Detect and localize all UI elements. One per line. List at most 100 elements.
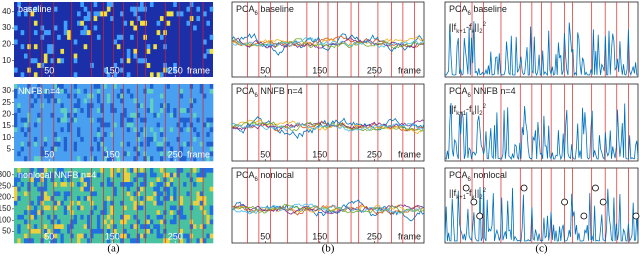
- heatmap-cell: [149, 72, 154, 78]
- heatmap-cell: [199, 88, 204, 94]
- heatmap-cell: [199, 214, 204, 220]
- heatmap-cell: [57, 210, 61, 216]
- heatmap-cell: [80, 210, 84, 216]
- heatmap-cell: [179, 93, 184, 99]
- x-axis-label: frame: [398, 149, 421, 159]
- pca-trace: [231, 199, 425, 222]
- heatmap-cell: [27, 136, 31, 143]
- heatmap-cell: [206, 214, 210, 220]
- heatmap-cell: [113, 72, 118, 78]
- heatmap-cell: [140, 233, 144, 239]
- formula-part: k+1: [456, 111, 467, 117]
- heatmap-cell: [103, 103, 108, 109]
- heatmap-cell: [153, 224, 157, 230]
- heatmap-cell: [80, 219, 84, 225]
- heatmap-cell: [203, 103, 207, 109]
- heatmap-cell: [86, 186, 91, 192]
- heatmap-cell: [149, 224, 154, 230]
- x-axis-label: frame: [187, 149, 210, 159]
- heatmap-cell: [169, 98, 174, 104]
- heatmap-cell: [199, 172, 204, 178]
- heatmap-cell: [83, 141, 88, 147]
- heatmap-cell: [189, 151, 194, 157]
- heatmap-cell: [20, 168, 25, 173]
- heatmap-cell: [100, 214, 104, 220]
- heatmap-cell: [146, 182, 151, 188]
- heatmap-cell: [110, 177, 114, 183]
- heatmap-cell: [120, 141, 124, 147]
- heatmap-cell: [136, 210, 141, 216]
- heatmap-cell: [33, 172, 38, 178]
- heatmap-cell: [20, 88, 25, 94]
- heatmap-cell: [30, 177, 35, 183]
- heatmap-cell: [83, 196, 88, 202]
- heatmap-cell: [156, 30, 161, 36]
- heatmap-cell: [140, 2, 144, 7]
- heatmap-cell: [203, 233, 207, 239]
- heatmap-cell: [90, 200, 94, 206]
- heatmap-cell: [203, 210, 207, 216]
- heatmap-cell: [83, 151, 88, 157]
- heatmap-cell: [60, 122, 65, 128]
- heatmap-cell: [73, 127, 78, 133]
- heatmap-cell: [186, 156, 191, 162]
- heatmap-cell: [86, 30, 91, 36]
- heatmap-cell: [169, 228, 174, 234]
- heatmap-cell: [77, 219, 81, 225]
- heatmap-cell: [70, 238, 74, 244]
- heatmap-cell: [130, 168, 134, 173]
- heatmap-cell: [83, 238, 88, 244]
- heatmap-cell: [57, 191, 61, 197]
- heatmap-cell: [130, 98, 134, 104]
- heatmap-cell: [43, 146, 48, 152]
- heatmap-cell: [23, 11, 28, 17]
- heatmap-cell: [20, 214, 25, 220]
- heatmap-cell: [23, 191, 28, 197]
- heatmap-cell: [146, 117, 151, 123]
- heatmap-cell: [186, 210, 191, 216]
- heatmap-cell: [173, 132, 177, 138]
- heatmap-cell: [136, 196, 141, 202]
- heatmap-cell: [40, 200, 45, 206]
- heatmap-cell: [140, 84, 144, 90]
- heatmap-cell: [43, 117, 48, 123]
- heatmap-cell: [206, 117, 210, 123]
- heatmap-cell: [47, 214, 51, 220]
- heatmap-cell: [120, 224, 124, 230]
- heatmap-cell: [176, 219, 181, 225]
- heatmap-cell: [80, 127, 84, 133]
- heatmap-cell: [146, 108, 151, 114]
- heatmap-cell: [53, 25, 58, 31]
- heatmap-cell: [70, 136, 74, 143]
- heatmap-cell: [86, 93, 91, 99]
- heatmap-cell: [140, 117, 144, 123]
- heatmap-cell: [20, 196, 25, 202]
- y-tick-label: 5: [7, 144, 12, 153]
- heatmap-cell: [40, 182, 45, 188]
- heatmap-cell: [169, 84, 174, 90]
- heatmap-cell: [136, 146, 141, 152]
- formula-part: -f: [466, 188, 472, 198]
- heatmap-cell: [146, 214, 151, 220]
- heatmap-cell: [130, 214, 134, 220]
- x-tick-label: 50: [260, 149, 270, 159]
- heatmap-cell: [113, 127, 118, 133]
- heatmap-cell: [80, 214, 84, 220]
- heatmap-cell: [20, 146, 25, 152]
- heatmap-cell: [176, 112, 181, 118]
- heatmap-cell: [33, 103, 38, 109]
- heatmap-cell: [70, 177, 74, 183]
- heatmap-cell: [70, 103, 74, 109]
- heatmap-cell: [14, 39, 18, 45]
- heatmap-cell: [146, 84, 151, 90]
- heatmap-cell: [133, 214, 138, 220]
- heatmap-cell: [27, 98, 31, 104]
- heatmap-cell: [193, 172, 197, 178]
- heatmap-cell: [126, 141, 131, 147]
- heatmap-cell: [73, 88, 78, 94]
- heatmap-cell: [40, 62, 45, 68]
- heatmap-cell: [77, 11, 81, 17]
- heatmap-cell: [123, 200, 128, 206]
- heatmap-cell: [86, 182, 91, 188]
- heatmap-cell: [63, 219, 68, 225]
